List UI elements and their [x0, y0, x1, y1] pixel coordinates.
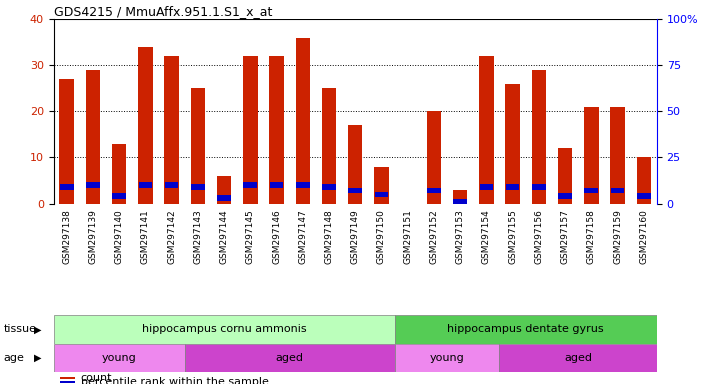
Text: GSM297141: GSM297141	[141, 209, 150, 264]
Bar	[217, 176, 231, 204]
Text: GSM297149: GSM297149	[351, 209, 360, 264]
Bar	[217, 195, 231, 201]
Bar	[479, 56, 493, 204]
Text: ▶: ▶	[34, 324, 42, 334]
Text: GSM297156: GSM297156	[534, 209, 543, 264]
Bar	[532, 70, 546, 204]
Bar	[374, 167, 388, 204]
Text: GSM297148: GSM297148	[324, 209, 333, 264]
Bar	[165, 182, 178, 188]
Text: percentile rank within the sample: percentile rank within the sample	[81, 377, 268, 384]
Text: GDS4215 / MmuAffx.951.1.S1_x_at: GDS4215 / MmuAffx.951.1.S1_x_at	[54, 5, 272, 18]
Text: aged: aged	[564, 353, 592, 363]
Text: count: count	[81, 373, 112, 383]
Text: GSM297150: GSM297150	[377, 209, 386, 264]
Bar	[375, 192, 388, 197]
Bar	[506, 184, 520, 190]
Bar	[112, 194, 126, 199]
Bar	[610, 188, 624, 194]
Bar	[453, 199, 467, 204]
Bar	[191, 184, 205, 190]
Bar	[138, 47, 153, 204]
Text: GSM297142: GSM297142	[167, 209, 176, 264]
Bar	[185, 344, 395, 372]
Bar	[139, 182, 152, 188]
Bar	[270, 182, 283, 188]
Text: age: age	[4, 353, 24, 363]
Bar	[59, 381, 75, 383]
Text: GSM297158: GSM297158	[587, 209, 595, 264]
Text: ▶: ▶	[34, 353, 42, 363]
Bar	[296, 38, 310, 204]
Text: young: young	[102, 353, 136, 363]
Bar	[532, 184, 545, 190]
Bar	[60, 184, 74, 190]
Bar	[191, 88, 205, 204]
Bar	[637, 157, 651, 204]
Text: GSM297160: GSM297160	[639, 209, 648, 264]
Bar	[269, 56, 283, 204]
Text: GSM297159: GSM297159	[613, 209, 622, 264]
Bar	[480, 184, 493, 190]
Text: GSM297139: GSM297139	[89, 209, 97, 264]
Text: GSM297157: GSM297157	[560, 209, 570, 264]
Bar	[427, 188, 441, 194]
Bar	[585, 188, 598, 194]
Bar	[558, 194, 572, 199]
Bar	[637, 194, 650, 199]
Bar	[453, 190, 468, 204]
Bar	[500, 344, 657, 372]
Bar	[506, 84, 520, 204]
Bar	[558, 148, 573, 204]
Text: GSM297138: GSM297138	[62, 209, 71, 264]
Bar	[348, 125, 363, 204]
Bar	[164, 56, 178, 204]
Bar	[395, 344, 500, 372]
Bar	[348, 188, 362, 194]
Text: young: young	[430, 353, 464, 363]
Text: GSM297153: GSM297153	[456, 209, 465, 264]
Text: tissue: tissue	[4, 324, 36, 334]
Text: GSM297151: GSM297151	[403, 209, 412, 264]
Bar	[54, 315, 395, 344]
Text: hippocampus dentate gyrus: hippocampus dentate gyrus	[448, 324, 604, 334]
Bar	[112, 144, 126, 204]
Text: GSM297140: GSM297140	[115, 209, 124, 264]
Bar	[86, 70, 100, 204]
Bar	[427, 111, 441, 204]
Bar	[395, 315, 657, 344]
Text: GSM297152: GSM297152	[429, 209, 438, 264]
Bar	[243, 182, 257, 188]
Text: GSM297144: GSM297144	[220, 209, 228, 264]
Bar	[59, 377, 75, 379]
Bar	[584, 107, 598, 204]
Bar	[322, 184, 336, 190]
Bar	[296, 182, 310, 188]
Text: GSM297145: GSM297145	[246, 209, 255, 264]
Bar	[610, 107, 625, 204]
Bar	[243, 56, 258, 204]
Text: GSM297154: GSM297154	[482, 209, 491, 264]
Text: hippocampus cornu ammonis: hippocampus cornu ammonis	[142, 324, 306, 334]
Text: GSM297146: GSM297146	[272, 209, 281, 264]
Text: GSM297155: GSM297155	[508, 209, 517, 264]
Bar	[54, 344, 185, 372]
Text: GSM297143: GSM297143	[193, 209, 202, 264]
Bar	[59, 79, 74, 204]
Text: aged: aged	[276, 353, 303, 363]
Text: GSM297147: GSM297147	[298, 209, 307, 264]
Bar	[322, 88, 336, 204]
Bar	[86, 182, 100, 188]
